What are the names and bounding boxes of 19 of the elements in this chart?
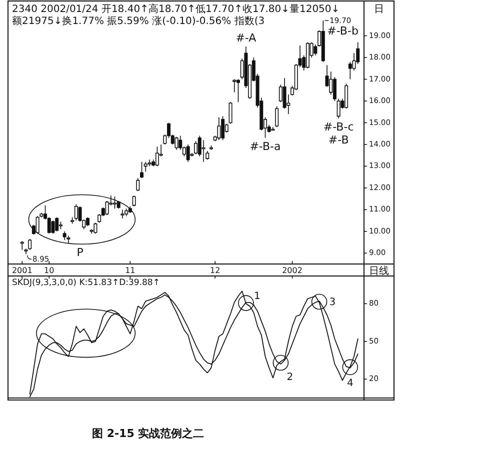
x-tick-label: 12 (210, 266, 220, 275)
annotation: #-B (328, 133, 349, 146)
x-tick-label: 2002 (282, 266, 302, 275)
annotation: P (76, 246, 84, 260)
annotation: 3 (329, 296, 336, 308)
text: 日 (374, 4, 384, 15)
annotation: #-B-c (323, 120, 354, 134)
annotation: 1 (254, 291, 260, 302)
caption: 图 2-15 实战范例之二 (92, 427, 204, 440)
chart-title: SKDJ(9,3,3,0,0) K:51.83↑D:39.88↑ (12, 278, 160, 288)
x-tick-label: 10 (44, 266, 54, 275)
annotation: #-B-b (327, 24, 358, 38)
annotation: #-A (236, 32, 257, 45)
x-axis-title: 日线 (369, 265, 389, 277)
annotation: 2 (286, 372, 294, 383)
annotation: 4 (346, 378, 354, 390)
x-tick-label: 11 (125, 266, 136, 275)
x-tick-label: 2001 (12, 266, 32, 275)
annotation: #-B-a (250, 140, 281, 153)
